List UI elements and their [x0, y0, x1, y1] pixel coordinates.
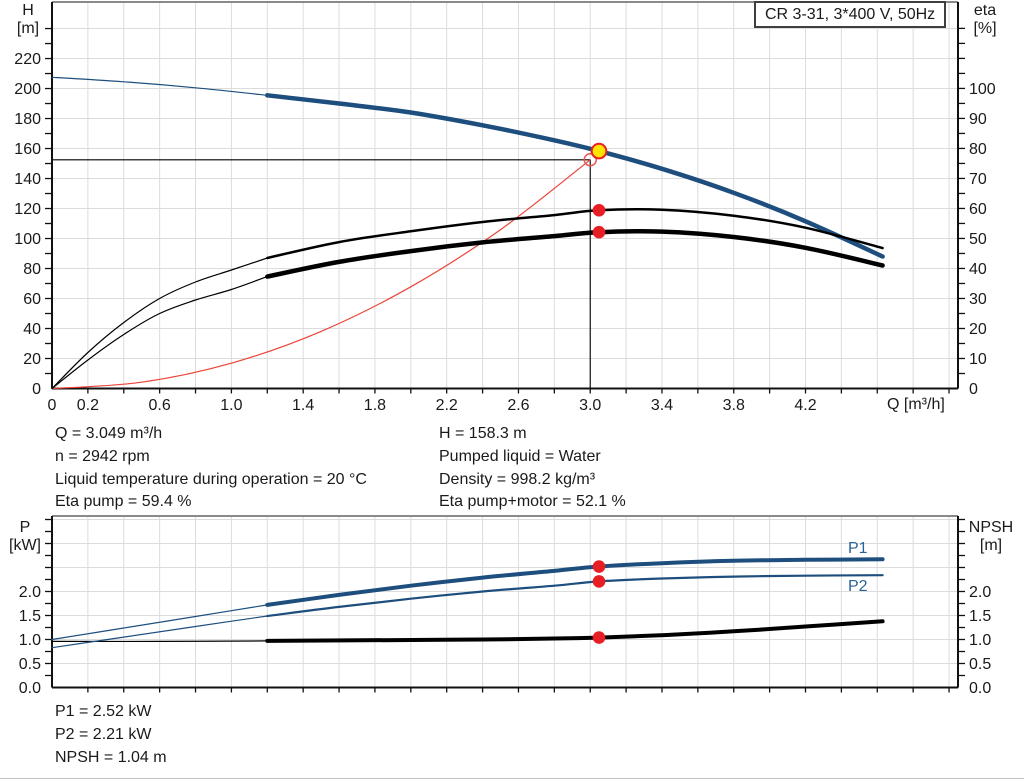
x-tick-label: 1.8 — [364, 397, 386, 414]
npsh-point[interactable] — [592, 631, 606, 644]
p1-point[interactable] — [592, 560, 606, 573]
y-right-tick-label: 80 — [969, 141, 987, 158]
power-axis-symbol: P — [19, 519, 31, 536]
y-right-tick-label: 1.0 — [969, 632, 991, 649]
y-right-tick-label: 60 — [969, 201, 987, 218]
y-left-tick-label: 160 — [14, 141, 41, 158]
x-tick-label: 3.0 — [579, 397, 601, 414]
y-left-tick-label: 200 — [14, 81, 41, 98]
result-npsh: NPSH = 1.04 m — [55, 749, 167, 766]
info-liquid: Pumped liquid = Water — [439, 448, 601, 465]
y-right-tick-label: 1.5 — [969, 608, 991, 625]
y-left-tick-label: 20 — [23, 351, 41, 368]
x-tick-label: 1.0 — [220, 397, 242, 414]
result-p2: P2 = 2.21 kW — [55, 726, 152, 743]
y-right-tick-label: 0.0 — [969, 680, 991, 697]
y-left-tick-label: 2.0 — [19, 584, 41, 601]
y-right-tick-label: 100 — [969, 81, 996, 98]
y-left-tick-label: 140 — [14, 171, 41, 188]
head-axis-symbol: H — [22, 2, 34, 19]
pump-title-box: CR 3-31, 3*400 V, 50Hz — [754, 1, 947, 28]
x-tick-label: 0.2 — [77, 397, 99, 414]
y-right-tick-label: 20 — [969, 321, 987, 338]
y-left-tick-label: 0.0 — [19, 680, 41, 697]
power-axis-unit: [kW] — [9, 537, 41, 554]
y-right-tick-label: 2.0 — [969, 584, 991, 601]
info-temperature: Liquid temperature during operation = 20… — [55, 471, 367, 488]
duty-point-requested[interactable] — [583, 153, 597, 167]
info-head: H = 158.3 m — [439, 425, 527, 442]
y-right-tick-label: 0.5 — [969, 656, 991, 673]
eta-pump-thin-curve — [51, 257, 268, 390]
eta-pump-motor-thin-curve — [51, 276, 268, 390]
y-axis-title-eta: eta [%] — [963, 2, 1007, 38]
x-axis-title-flow: Q [m³/h] — [887, 396, 945, 413]
p1-curve — [265, 557, 885, 607]
info-eta-pump: Eta pump = 59.4 % — [55, 493, 192, 510]
p2-point[interactable] — [592, 575, 606, 588]
info-flow: Q = 3.049 m³/h — [55, 425, 163, 442]
y-left-tick-label: 0.5 — [19, 656, 41, 673]
y-right-tick-label: 10 — [969, 351, 987, 368]
x-tick-label: 2.6 — [507, 397, 529, 414]
y-left-tick-label: 220 — [14, 51, 41, 68]
p2-curve-label: P2 — [848, 578, 868, 595]
y-right-tick-label: 50 — [969, 231, 987, 248]
y-axis-title-npsh: NPSH [m] — [962, 519, 1020, 555]
y-left-tick-label: 80 — [23, 261, 41, 278]
x-tick-label: 1.4 — [292, 397, 314, 414]
duty-point-actual[interactable] — [590, 142, 608, 160]
y-left-tick-label: 1.0 — [19, 632, 41, 649]
eta-pump-point[interactable] — [592, 203, 606, 217]
info-eta-total: Eta pump+motor = 52.1 % — [439, 493, 626, 510]
x-tick-label: 0 — [48, 397, 57, 414]
y-left-tick-label: 40 — [23, 321, 41, 338]
eta-axis-symbol: eta — [973, 2, 997, 19]
eta-pump-motor-curve — [265, 228, 885, 279]
head-curve-curve — [265, 93, 885, 259]
y-right-tick-label: 90 — [969, 111, 987, 128]
y-left-tick-label: 100 — [14, 231, 41, 248]
eta-axis-unit: [%] — [973, 20, 997, 37]
y-left-tick-label: 1.5 — [19, 608, 41, 625]
panel-bottom-divider — [0, 778, 1024, 779]
npsh-curve — [265, 619, 885, 643]
head-axis-unit: [m] — [16, 20, 40, 37]
y-right-tick-label: 0 — [969, 381, 978, 398]
result-p1: P1 = 2.52 kW — [55, 703, 152, 720]
x-tick-label: 0.6 — [149, 397, 171, 414]
info-speed: n = 2942 rpm — [55, 448, 150, 465]
x-tick-label: 2.2 — [436, 397, 458, 414]
eta-pump-curve — [266, 208, 884, 260]
y-axis-title-power: P [kW] — [4, 519, 46, 555]
x-tick-label: 3.4 — [651, 397, 673, 414]
y-left-tick-label: 120 — [14, 201, 41, 218]
y-right-tick-label: 40 — [969, 261, 987, 278]
p1-curve-label: P1 — [848, 540, 868, 557]
x-tick-label: 3.8 — [723, 397, 745, 414]
p2-curve — [266, 574, 884, 618]
y-left-tick-label: 60 — [23, 291, 41, 308]
y-right-tick-label: 70 — [969, 171, 987, 188]
npsh-axis-unit: [m] — [979, 537, 1003, 554]
head-curve-thin-curve — [51, 76, 268, 96]
y-right-tick-label: 30 — [969, 291, 987, 308]
y-left-tick-label: 180 — [14, 111, 41, 128]
npsh-thin-curve — [51, 640, 268, 643]
p1-thin-curve — [51, 604, 268, 641]
eta-pump-motor-point[interactable] — [592, 225, 606, 239]
x-tick-label: 4.2 — [794, 397, 816, 414]
y-axis-title-head: H [m] — [8, 2, 48, 38]
system-curve-curve — [51, 159, 591, 390]
p2-thin-curve — [51, 615, 268, 649]
npsh-axis-symbol: NPSH — [968, 519, 1014, 536]
y-left-tick-label: 0 — [32, 381, 41, 398]
info-density: Density = 998.2 kg/m³ — [439, 471, 596, 488]
